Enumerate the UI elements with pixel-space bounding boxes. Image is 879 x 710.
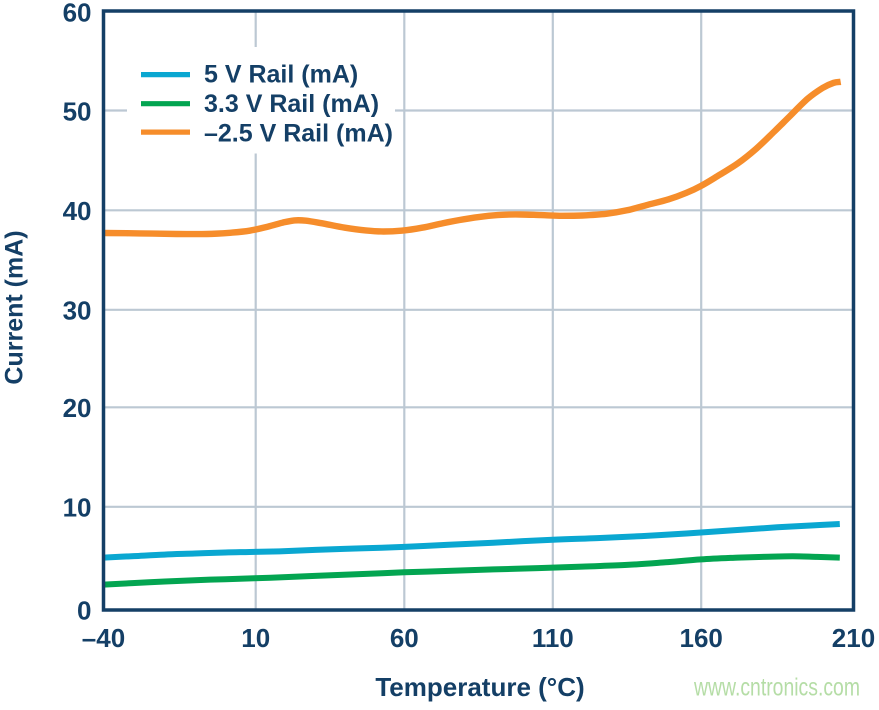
svg-text:0: 0 — [77, 595, 91, 625]
svg-text:20: 20 — [63, 393, 92, 423]
svg-text:210: 210 — [832, 623, 875, 653]
svg-text:3.3 V Rail (mA): 3.3 V Rail (mA) — [204, 90, 379, 118]
svg-text:–40: –40 — [82, 623, 125, 653]
svg-text:10: 10 — [63, 493, 92, 523]
svg-text:www.cntronics.com: www.cntronics.com — [693, 674, 860, 702]
svg-text:40: 40 — [63, 196, 92, 226]
svg-text:Temperature (°C): Temperature (°C) — [375, 672, 584, 702]
svg-text:–2.5 V Rail (mA): –2.5 V Rail (mA) — [204, 119, 393, 147]
svg-text:110: 110 — [532, 623, 574, 653]
svg-text:60: 60 — [390, 623, 419, 653]
svg-text:10: 10 — [241, 623, 270, 653]
svg-text:50: 50 — [63, 96, 92, 126]
svg-text:160: 160 — [680, 623, 723, 653]
svg-text:60: 60 — [63, 0, 92, 27]
svg-text:30: 30 — [63, 296, 92, 326]
svg-text:5 V Rail (mA): 5 V Rail (mA) — [204, 60, 358, 88]
svg-text:Current (mA): Current (mA) — [1, 230, 29, 384]
